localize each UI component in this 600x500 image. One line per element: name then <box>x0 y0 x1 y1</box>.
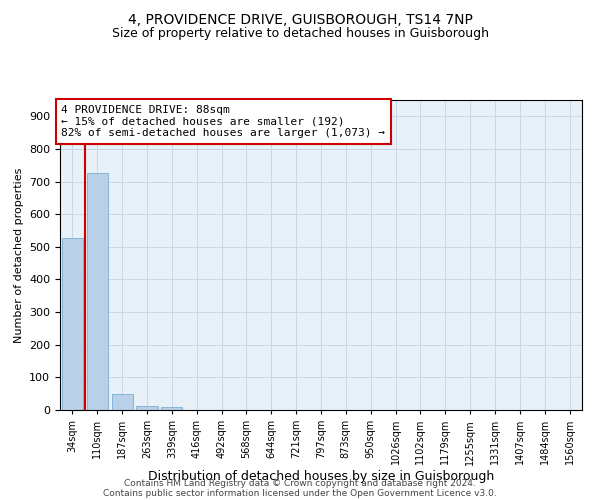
Bar <box>87 173 108 410</box>
Y-axis label: Number of detached properties: Number of detached properties <box>14 168 23 342</box>
X-axis label: Distribution of detached houses by size in Guisborough: Distribution of detached houses by size … <box>148 470 494 483</box>
Bar <box>62 238 83 410</box>
Text: 4, PROVIDENCE DRIVE, GUISBOROUGH, TS14 7NP: 4, PROVIDENCE DRIVE, GUISBOROUGH, TS14 7… <box>128 12 472 26</box>
Bar <box>161 407 182 410</box>
Bar <box>112 394 133 410</box>
Bar <box>136 406 158 410</box>
Text: Contains HM Land Registry data © Crown copyright and database right 2024.: Contains HM Land Registry data © Crown c… <box>124 478 476 488</box>
Text: Contains public sector information licensed under the Open Government Licence v3: Contains public sector information licen… <box>103 488 497 498</box>
Text: Size of property relative to detached houses in Guisborough: Size of property relative to detached ho… <box>112 28 488 40</box>
Text: 4 PROVIDENCE DRIVE: 88sqm
← 15% of detached houses are smaller (192)
82% of semi: 4 PROVIDENCE DRIVE: 88sqm ← 15% of detac… <box>61 105 385 138</box>
